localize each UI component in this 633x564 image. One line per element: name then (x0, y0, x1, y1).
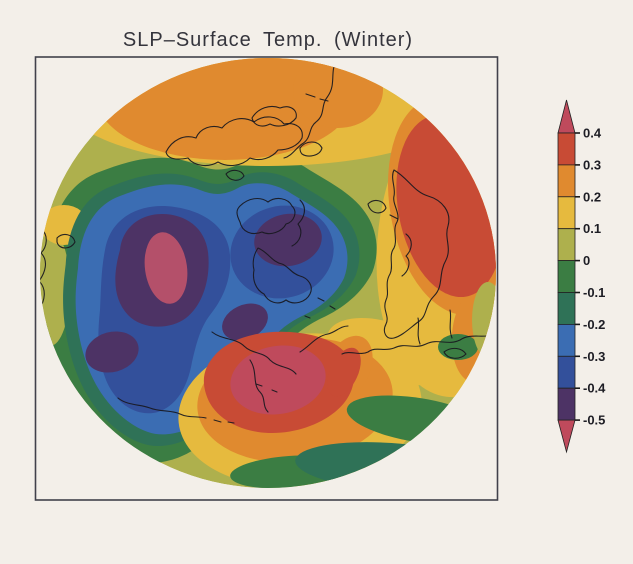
coastline-path (383, 169, 450, 339)
coastline-path (389, 214, 399, 220)
coastline-path (117, 397, 207, 419)
colorbar: 0.4 0.3 0.2 0.1 0 -0.1 -0.2 -0.3 -0.4 -0.5 (557, 99, 606, 454)
colorbar-segment (557, 164, 576, 198)
contour-field (40, 58, 496, 488)
region-negative-purple-center (222, 303, 268, 341)
colorbar-segment (557, 260, 576, 293)
region-olive-left-rim (40, 230, 70, 346)
region-negative-minimum-core (144, 232, 188, 304)
coastline-path (236, 197, 296, 235)
region-negative-green-e-spot (438, 334, 478, 360)
coastline-path (341, 332, 496, 355)
coastline-path (251, 105, 297, 127)
coastlines (40, 59, 496, 424)
coastline-path (291, 199, 306, 247)
colorbar-segment (557, 292, 576, 325)
coastline-path (449, 309, 453, 339)
region-positive-maximum-core (230, 345, 326, 415)
coastline-path (417, 317, 421, 345)
colorbar-segment (557, 387, 576, 421)
coastline-path (305, 93, 329, 102)
coastline-path (56, 233, 76, 249)
coastline-path (283, 59, 337, 159)
region-olive-e-rim (472, 282, 496, 358)
colorbar-tick-label: 0.3 (583, 157, 601, 172)
region-negative-purple-right (254, 213, 322, 267)
colorbar-tick-label: -0.4 (583, 381, 606, 396)
colorbar-arrow-top (557, 99, 576, 134)
coastline-path (165, 116, 303, 167)
colorbar-tick-label: 0 (583, 253, 590, 268)
coastline-path (401, 233, 412, 277)
coastline-path (304, 297, 336, 319)
coastline-path (213, 419, 235, 424)
colorbar-tick-label: 0.4 (583, 126, 602, 141)
coastline-path (249, 359, 269, 413)
coastline-path (211, 331, 297, 375)
colorbar-tick-label: -0.2 (583, 317, 605, 332)
coastline-path (367, 199, 387, 214)
coastline-path (299, 325, 349, 353)
coastline-path (443, 347, 467, 359)
coastline-path (255, 383, 278, 393)
region-negative-purple-lower-left (85, 331, 139, 373)
colorbar-segment (557, 196, 576, 230)
colorbar-segment (557, 228, 576, 261)
coastline-path (252, 247, 312, 304)
map-frame (34, 56, 499, 501)
coastline-path (299, 141, 323, 157)
region-positive-orange-top-right (293, 58, 383, 128)
colorbar-tick-label: 0.1 (583, 221, 601, 236)
colorbar-tick-label: 0.2 (583, 189, 601, 204)
colorbar-segment (557, 132, 576, 166)
coastline-path (225, 169, 245, 181)
colorbar-tick-label: -0.3 (583, 349, 605, 364)
colorbar-segment (557, 355, 576, 389)
colorbar-arrow-bottom (557, 419, 576, 454)
figure-title: SLP–Surface Temp. (Winter) (123, 29, 413, 51)
colorbar-tick-label: -0.5 (583, 413, 605, 428)
colorbar-segment (557, 323, 576, 357)
colorbar-tick-label: -0.1 (583, 285, 605, 300)
region-positive-red-ne-finger (327, 347, 361, 397)
